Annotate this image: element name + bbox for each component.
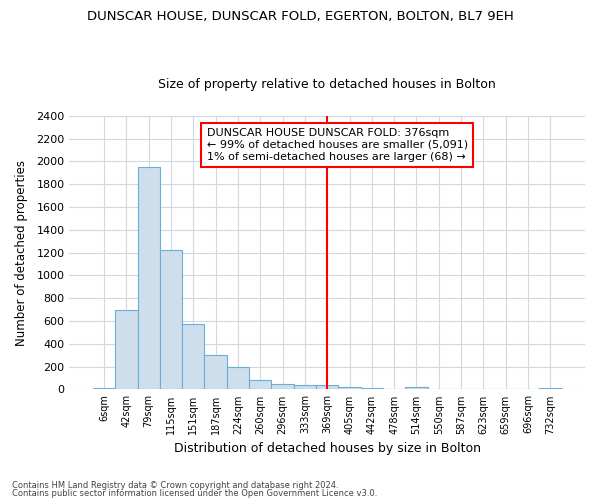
Text: DUNSCAR HOUSE DUNSCAR FOLD: 376sqm
← 99% of detached houses are smaller (5,091)
: DUNSCAR HOUSE DUNSCAR FOLD: 376sqm ← 99%…: [207, 128, 468, 162]
X-axis label: Distribution of detached houses by size in Bolton: Distribution of detached houses by size …: [174, 442, 481, 455]
Text: Contains HM Land Registry data © Crown copyright and database right 2024.: Contains HM Land Registry data © Crown c…: [12, 481, 338, 490]
Title: Size of property relative to detached houses in Bolton: Size of property relative to detached ho…: [158, 78, 496, 91]
Bar: [361, 388, 383, 390]
Bar: [182, 324, 205, 390]
Bar: [137, 167, 160, 390]
Text: DUNSCAR HOUSE, DUNSCAR FOLD, EGERTON, BOLTON, BL7 9EH: DUNSCAR HOUSE, DUNSCAR FOLD, EGERTON, BO…: [86, 10, 514, 23]
Bar: [294, 386, 316, 390]
Bar: [249, 380, 271, 390]
Bar: [271, 384, 294, 390]
Bar: [205, 355, 227, 390]
Bar: [406, 386, 428, 390]
Y-axis label: Number of detached properties: Number of detached properties: [15, 160, 28, 346]
Bar: [316, 386, 338, 390]
Text: Contains public sector information licensed under the Open Government Licence v3: Contains public sector information licen…: [12, 488, 377, 498]
Bar: [338, 386, 361, 390]
Bar: [383, 389, 406, 390]
Bar: [93, 388, 115, 390]
Bar: [115, 310, 137, 390]
Bar: [160, 250, 182, 390]
Bar: [227, 366, 249, 390]
Bar: [539, 388, 562, 390]
